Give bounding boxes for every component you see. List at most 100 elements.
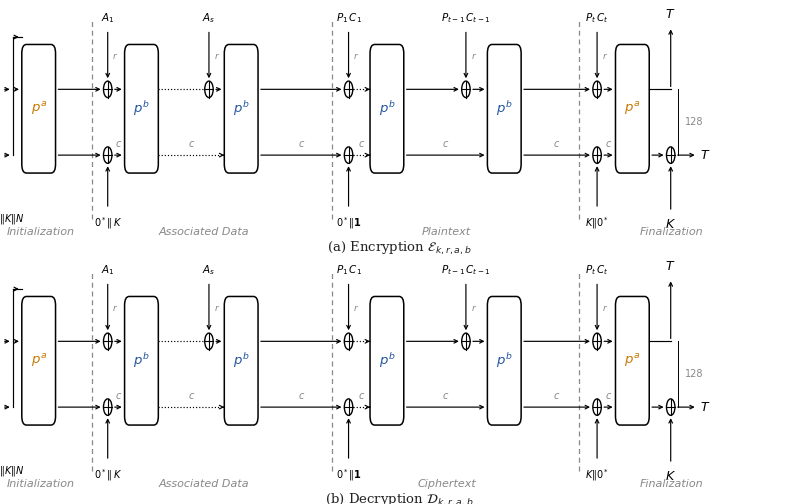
Text: $p^b$: $p^b$ xyxy=(379,99,396,118)
Text: $A_s$: $A_s$ xyxy=(202,11,216,25)
FancyBboxPatch shape xyxy=(125,44,158,173)
Text: $0^*{\|}\mathbf{1}$: $0^*{\|}\mathbf{1}$ xyxy=(336,467,361,483)
Circle shape xyxy=(462,81,470,98)
Text: Initialization: Initialization xyxy=(6,479,74,489)
Text: $c$: $c$ xyxy=(442,391,449,401)
Circle shape xyxy=(462,333,470,350)
Text: $r$: $r$ xyxy=(471,51,477,61)
FancyBboxPatch shape xyxy=(370,296,403,425)
Text: $r$: $r$ xyxy=(213,303,220,313)
Text: $0^*{\|}\,K$: $0^*{\|}\,K$ xyxy=(93,215,121,231)
Text: $A_1$: $A_1$ xyxy=(101,11,114,25)
Text: $\mathrm{IV}{\|}K{\|}N$: $\mathrm{IV}{\|}K{\|}N$ xyxy=(0,464,25,478)
Text: $P_1\,C_1$: $P_1\,C_1$ xyxy=(336,263,362,277)
Text: $P_t\,C_t$: $P_t\,C_t$ xyxy=(586,263,609,277)
Text: $c$: $c$ xyxy=(114,391,122,401)
FancyBboxPatch shape xyxy=(22,44,56,173)
Circle shape xyxy=(593,333,602,350)
Text: (a) Encryption $\mathcal{E}_{k,r,a,b}$: (a) Encryption $\mathcal{E}_{k,r,a,b}$ xyxy=(327,239,472,257)
Text: $c$: $c$ xyxy=(554,391,561,401)
Text: $T$: $T$ xyxy=(666,8,676,21)
Circle shape xyxy=(344,81,353,98)
Text: $c$: $c$ xyxy=(297,139,304,149)
Text: $p^b$: $p^b$ xyxy=(233,351,249,370)
Text: $P_{t-1}\,C_{t-1}$: $P_{t-1}\,C_{t-1}$ xyxy=(441,263,491,277)
Text: $T$: $T$ xyxy=(666,260,676,273)
Text: $p^b$: $p^b$ xyxy=(133,351,149,370)
Text: $p^a$: $p^a$ xyxy=(30,100,46,117)
FancyBboxPatch shape xyxy=(125,296,158,425)
Text: $c$: $c$ xyxy=(188,139,195,149)
Text: $A_s$: $A_s$ xyxy=(202,263,216,277)
Text: Ciphertext: Ciphertext xyxy=(417,479,476,489)
Text: Associated Data: Associated Data xyxy=(158,479,249,489)
Text: $c$: $c$ xyxy=(188,391,195,401)
Text: $p^b$: $p^b$ xyxy=(233,99,249,118)
Circle shape xyxy=(205,333,213,350)
Text: $P_t\,C_t$: $P_t\,C_t$ xyxy=(586,11,609,25)
Circle shape xyxy=(104,399,112,415)
FancyBboxPatch shape xyxy=(225,296,258,425)
Text: Associated Data: Associated Data xyxy=(158,227,249,237)
Text: $c$: $c$ xyxy=(442,139,449,149)
Text: $P_1\,C_1$: $P_1\,C_1$ xyxy=(336,11,362,25)
Text: $0^*{\|}\,K$: $0^*{\|}\,K$ xyxy=(93,467,121,483)
Text: $K$: $K$ xyxy=(666,470,676,483)
Circle shape xyxy=(344,147,353,163)
Text: Initialization: Initialization xyxy=(6,227,74,237)
Text: $c$: $c$ xyxy=(297,391,304,401)
Text: $p^a$: $p^a$ xyxy=(30,352,46,369)
Circle shape xyxy=(344,333,353,350)
Text: $P_{t-1}\,C_{t-1}$: $P_{t-1}\,C_{t-1}$ xyxy=(441,11,491,25)
Text: $T$: $T$ xyxy=(700,149,710,162)
Circle shape xyxy=(205,81,213,98)
FancyBboxPatch shape xyxy=(225,44,258,173)
Text: $c$: $c$ xyxy=(358,391,365,401)
Text: $r$: $r$ xyxy=(113,51,118,61)
FancyBboxPatch shape xyxy=(487,296,521,425)
Text: $r$: $r$ xyxy=(602,51,608,61)
Text: $r$: $r$ xyxy=(213,51,220,61)
Text: $K$: $K$ xyxy=(666,218,676,231)
FancyBboxPatch shape xyxy=(487,44,521,173)
Circle shape xyxy=(344,399,353,415)
Circle shape xyxy=(593,399,602,415)
Text: Finalization: Finalization xyxy=(640,479,703,489)
Text: Plaintext: Plaintext xyxy=(422,227,471,237)
Text: (b) Decryption $\mathcal{D}_{k,r,a,b}$: (b) Decryption $\mathcal{D}_{k,r,a,b}$ xyxy=(325,491,474,504)
Circle shape xyxy=(666,399,675,415)
Text: $c$: $c$ xyxy=(554,139,561,149)
Text: $c$: $c$ xyxy=(605,139,612,149)
Circle shape xyxy=(104,81,112,98)
FancyBboxPatch shape xyxy=(370,44,403,173)
Text: 128: 128 xyxy=(685,117,703,127)
FancyBboxPatch shape xyxy=(615,296,650,425)
Text: $r$: $r$ xyxy=(113,303,118,313)
Text: $c$: $c$ xyxy=(114,139,122,149)
Text: $0^*{\|}\mathbf{1}$: $0^*{\|}\mathbf{1}$ xyxy=(336,215,361,231)
Circle shape xyxy=(593,147,602,163)
Text: $p^b$: $p^b$ xyxy=(379,351,396,370)
Text: $r$: $r$ xyxy=(353,303,360,313)
Text: $p^b$: $p^b$ xyxy=(133,99,149,118)
Text: $r$: $r$ xyxy=(353,51,360,61)
Text: $c$: $c$ xyxy=(605,391,612,401)
Circle shape xyxy=(104,333,112,350)
Text: $p^b$: $p^b$ xyxy=(496,351,512,370)
Text: $c$: $c$ xyxy=(358,139,365,149)
Text: $r$: $r$ xyxy=(602,303,608,313)
Text: $\mathrm{IV}{\|}K{\|}N$: $\mathrm{IV}{\|}K{\|}N$ xyxy=(0,212,25,226)
Text: $p^a$: $p^a$ xyxy=(624,100,641,117)
Circle shape xyxy=(666,147,675,163)
FancyBboxPatch shape xyxy=(615,44,650,173)
Text: $K{\|}0^*$: $K{\|}0^*$ xyxy=(585,215,609,231)
Text: $p^b$: $p^b$ xyxy=(496,99,512,118)
Circle shape xyxy=(104,147,112,163)
Text: $p^a$: $p^a$ xyxy=(624,352,641,369)
Text: 128: 128 xyxy=(685,369,703,379)
Text: Finalization: Finalization xyxy=(640,227,703,237)
FancyBboxPatch shape xyxy=(22,296,56,425)
Text: $K{\|}0^*$: $K{\|}0^*$ xyxy=(585,467,609,483)
Circle shape xyxy=(593,81,602,98)
Text: $A_1$: $A_1$ xyxy=(101,263,114,277)
